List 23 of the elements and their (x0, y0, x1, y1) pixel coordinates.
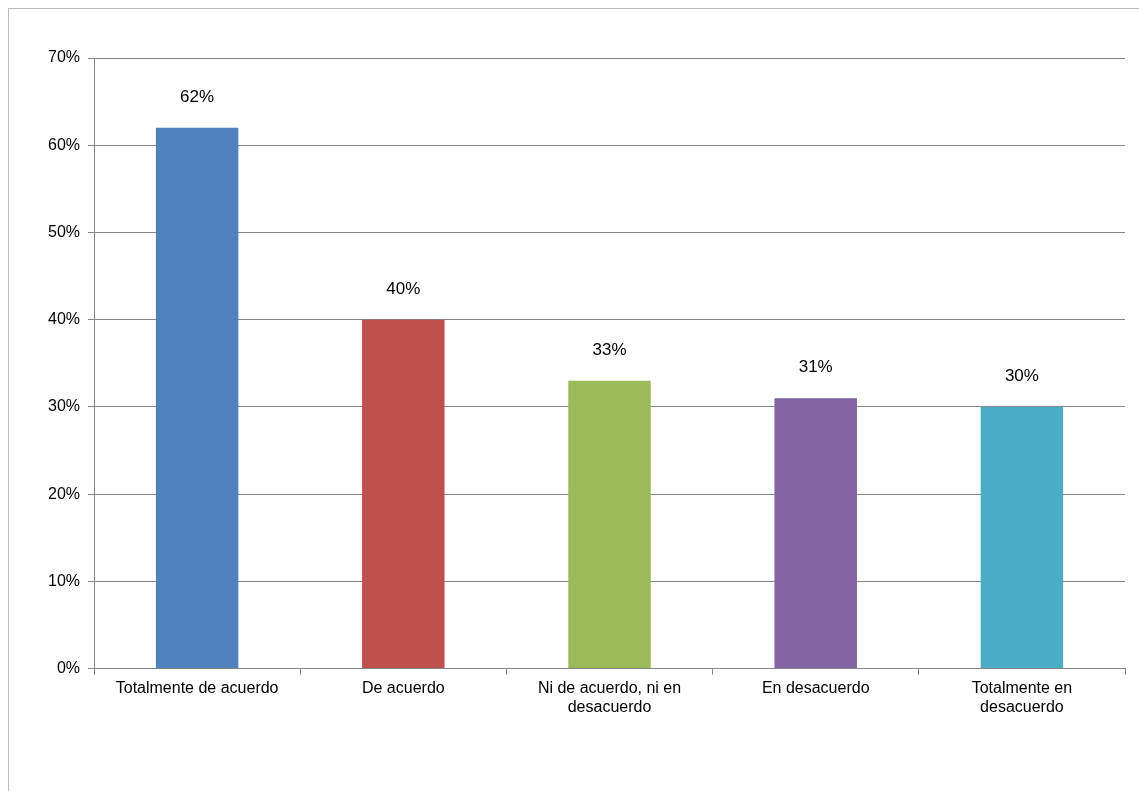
bar (155, 127, 239, 669)
data-label: 33% (592, 339, 627, 359)
x-tick-label: Totalmente de acuerdo (115, 678, 279, 696)
bar (568, 380, 651, 669)
bar (774, 398, 857, 669)
y-tick-label: 20% (47, 484, 81, 502)
y-tick-label: 70% (47, 48, 81, 66)
data-label: 40% (386, 278, 421, 298)
y-tick-label: 40% (47, 310, 81, 328)
y-tick-label: 10% (47, 571, 81, 589)
y-tick-label: 0% (56, 659, 81, 677)
bar (980, 406, 1064, 669)
data-label: 62% (180, 86, 215, 106)
x-tick-label: En desacuerdo (761, 678, 870, 696)
y-tick-label: 30% (47, 397, 81, 415)
y-tick-label: 60% (47, 135, 81, 153)
x-tick-label: De acuerdo (361, 678, 445, 696)
x-tick-label: Totalmente en desacuerdo (971, 678, 1073, 715)
data-label: 31% (798, 357, 833, 377)
y-tick-label: 50% (47, 222, 81, 240)
bar (362, 319, 445, 669)
x-tick-label: Ni de acuerdo, ni en desacuerdo (537, 678, 682, 715)
data-label: 30% (1004, 366, 1039, 386)
